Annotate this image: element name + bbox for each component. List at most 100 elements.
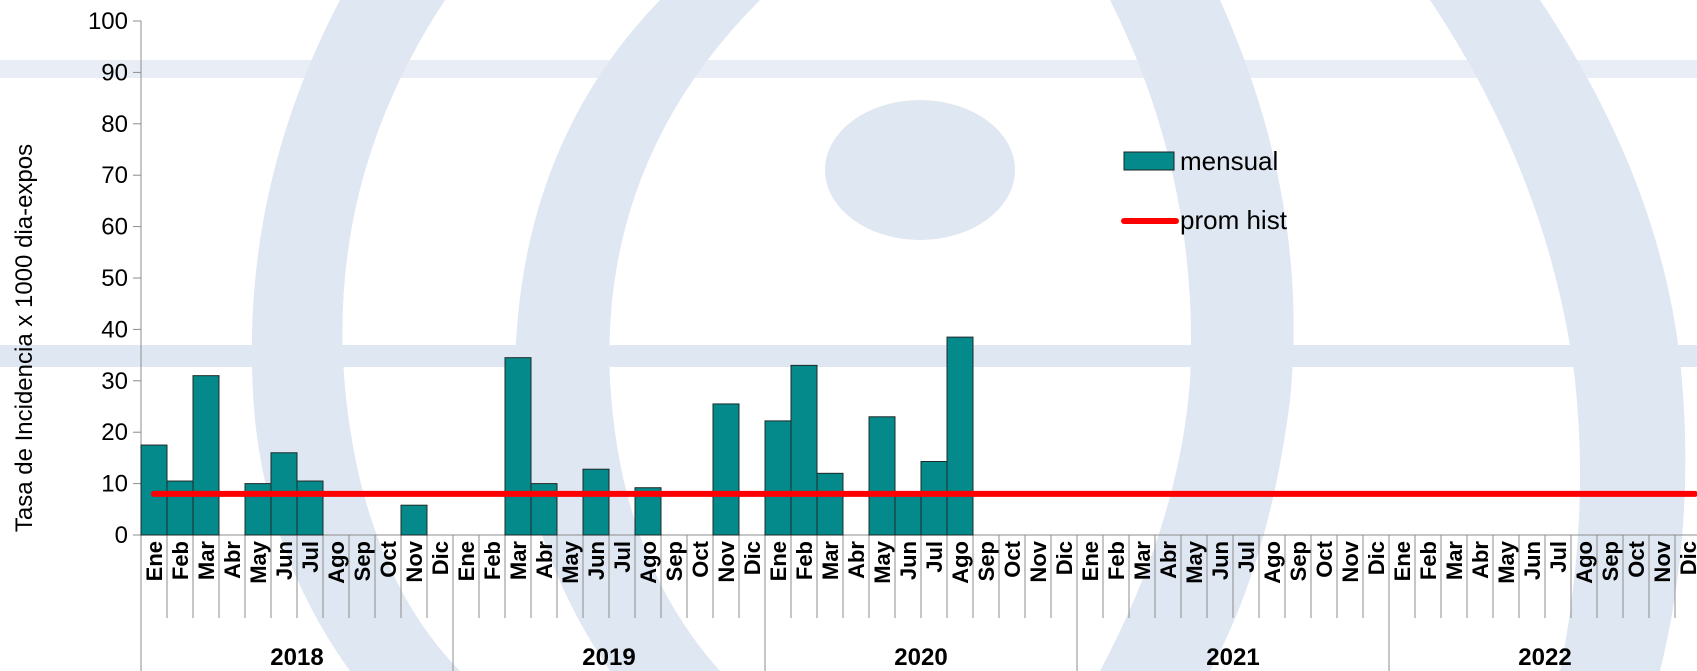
year-label: 2022 [1518, 644, 1571, 671]
y-tick-label: 90 [101, 59, 128, 86]
x-tick-label: Oct [1312, 540, 1337, 577]
x-tick-label: Ene [454, 541, 479, 581]
x-tick-label: Feb [1416, 541, 1441, 580]
y-axis-title: Tasa de Incidencia x 1000 dia-expos [11, 144, 38, 532]
x-tick-label: Jul [610, 541, 635, 573]
bar-mensual [582, 468, 610, 536]
x-tick-label: Nov [714, 540, 739, 582]
x-tick-label: Sep [1286, 541, 1311, 581]
x-tick-label: Jul [1234, 541, 1259, 573]
x-tick-label: Abr [220, 541, 245, 579]
axes-group [133, 20, 1697, 671]
y-tick-label: 40 [101, 316, 128, 343]
y-axis-labels: 0 10 20 30 40 50 60 70 80 90 100 [88, 8, 128, 549]
x-tick-label: Feb [1104, 541, 1129, 580]
y-tick-label: 60 [101, 214, 128, 241]
y-tick-label: 100 [88, 8, 128, 35]
x-tick-label: Feb [168, 541, 193, 580]
y-tick-label: 10 [101, 471, 128, 498]
x-tick-label: Ene [1078, 541, 1103, 581]
x-tick-label: Dic [1364, 541, 1389, 575]
x-tick-label: May [558, 540, 583, 584]
x-tick-label: Ago [1572, 541, 1597, 584]
bar-mensual [192, 375, 220, 536]
legend-label-mensual: mensual [1180, 146, 1278, 176]
year-label: 2020 [894, 644, 947, 671]
x-tick-label: Oct [376, 540, 401, 577]
x-tick-label: Dic [1052, 541, 1077, 575]
bar-mensual [712, 403, 740, 536]
bar-mensual [946, 336, 974, 536]
bar-mensual [920, 460, 948, 536]
x-tick-label: Jul [922, 541, 947, 573]
x-tick-label: Feb [792, 541, 817, 580]
legend-label-prom-hist: prom hist [1180, 205, 1288, 235]
y-tick-label: 0 [115, 522, 128, 549]
x-tick-label: Sep [1598, 541, 1623, 581]
bar-mensual [790, 364, 818, 536]
x-tick-label: Jun [1208, 541, 1233, 580]
x-tick-label: Nov [1338, 540, 1363, 582]
x-tick-label: Jun [272, 541, 297, 580]
x-tick-label: Ago [324, 541, 349, 584]
y-tick-label: 80 [101, 111, 128, 138]
x-tick-label: Mar [194, 541, 219, 581]
x-tick-label: Jun [1520, 541, 1545, 580]
bar-mensual [296, 480, 324, 536]
x-tick-label: Mar [1130, 541, 1155, 581]
y-tick-label: 30 [101, 368, 128, 395]
x-tick-label: Abr [1156, 541, 1181, 579]
x-tick-label: Jul [298, 541, 323, 573]
bar-mensual [868, 416, 896, 536]
bar-mensual [140, 444, 168, 536]
x-tick-label: Jul [1546, 541, 1571, 573]
x-tick-label: Ago [948, 541, 973, 584]
x-tick-label: Nov [1026, 540, 1051, 582]
x-tick-label: Sep [974, 541, 999, 581]
year-label: 2019 [582, 644, 635, 671]
legend-swatch-mensual [1123, 151, 1175, 171]
bar-mensual [400, 504, 428, 536]
x-tick-label: Abr [844, 541, 869, 579]
x-tick-label: Oct [688, 540, 713, 577]
x-tick-label: Oct [1624, 540, 1649, 577]
x-tick-label: Sep [350, 541, 375, 581]
x-tick-label: Dic [740, 541, 765, 575]
x-tick-label: May [1182, 540, 1207, 584]
y-tick-label: 70 [101, 162, 128, 189]
x-tick-label: Mar [818, 541, 843, 581]
x-tick-label: Abr [1468, 541, 1493, 579]
year-label: 2021 [1206, 644, 1259, 671]
x-tick-label: Dic [1676, 541, 1697, 575]
x-tick-label: Ene [766, 541, 791, 581]
bars-group [140, 336, 974, 536]
x-axis-labels: Ene Feb Mar Abr May Jun Jul Ago Sep Oct Nov Dic Ene F… [142, 540, 1697, 671]
legend: mensual prom hist [1121, 146, 1288, 235]
x-tick-label: Oct [1000, 540, 1025, 577]
bar-mensual [764, 420, 792, 536]
x-tick-label: Ago [636, 541, 661, 584]
year-label: 2018 [270, 644, 323, 671]
x-tick-label: May [246, 540, 271, 584]
x-tick-label: May [870, 540, 895, 584]
y-tick-label: 20 [101, 419, 128, 446]
y-tick-label: 50 [101, 265, 128, 292]
x-tick-label: May [1494, 540, 1519, 584]
x-tick-label: Sep [662, 541, 687, 581]
bar-mensual [504, 357, 532, 536]
x-tick-label: Nov [1650, 540, 1675, 582]
x-tick-label: Abr [532, 541, 557, 579]
x-tick-label: Ago [1260, 541, 1285, 584]
x-tick-label: Mar [1442, 541, 1467, 581]
x-tick-label: Feb [480, 541, 505, 580]
x-tick-label: Jun [896, 541, 921, 580]
x-tick-label: Dic [428, 541, 453, 575]
bar-mensual [166, 480, 194, 536]
x-tick-label: Jun [584, 541, 609, 580]
x-tick-label: Ene [142, 541, 167, 581]
x-tick-label: Nov [402, 540, 427, 582]
x-tick-label: Ene [1390, 541, 1415, 581]
bar-mensual [894, 493, 922, 536]
